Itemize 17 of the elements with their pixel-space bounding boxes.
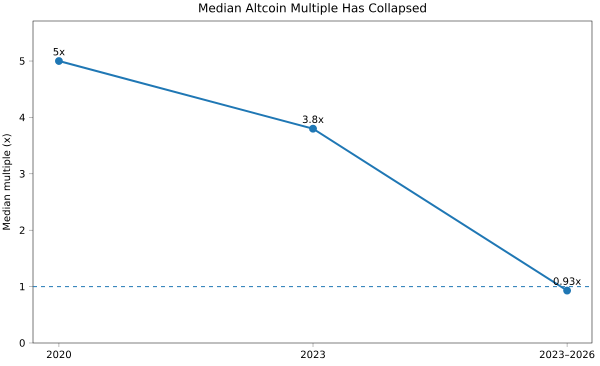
y-tick-label: 1 (20, 282, 24, 290)
y-tick-label: 4 (20, 114, 25, 122)
x-tick-label: 2023–2026 (540, 350, 594, 358)
data-label: 5x (54, 48, 65, 56)
chart-title: Median Altcoin Multiple Has Collapsed (199, 3, 426, 15)
data-label: 3.8x (302, 116, 324, 124)
y-tick-label: 2 (20, 226, 24, 234)
y-tick-label: 5 (20, 57, 25, 65)
x-tick-label: 2020 (46, 350, 71, 358)
y-tick-label: 0 (20, 339, 25, 347)
y-axis-title: Median multiple (x) (2, 134, 12, 230)
data-label: 0.93x (554, 277, 581, 285)
point (54, 57, 63, 65)
point (309, 124, 317, 133)
point (563, 286, 572, 294)
x-tick-label: 2023 (301, 350, 325, 358)
y-tick-label: 3 (20, 170, 25, 178)
